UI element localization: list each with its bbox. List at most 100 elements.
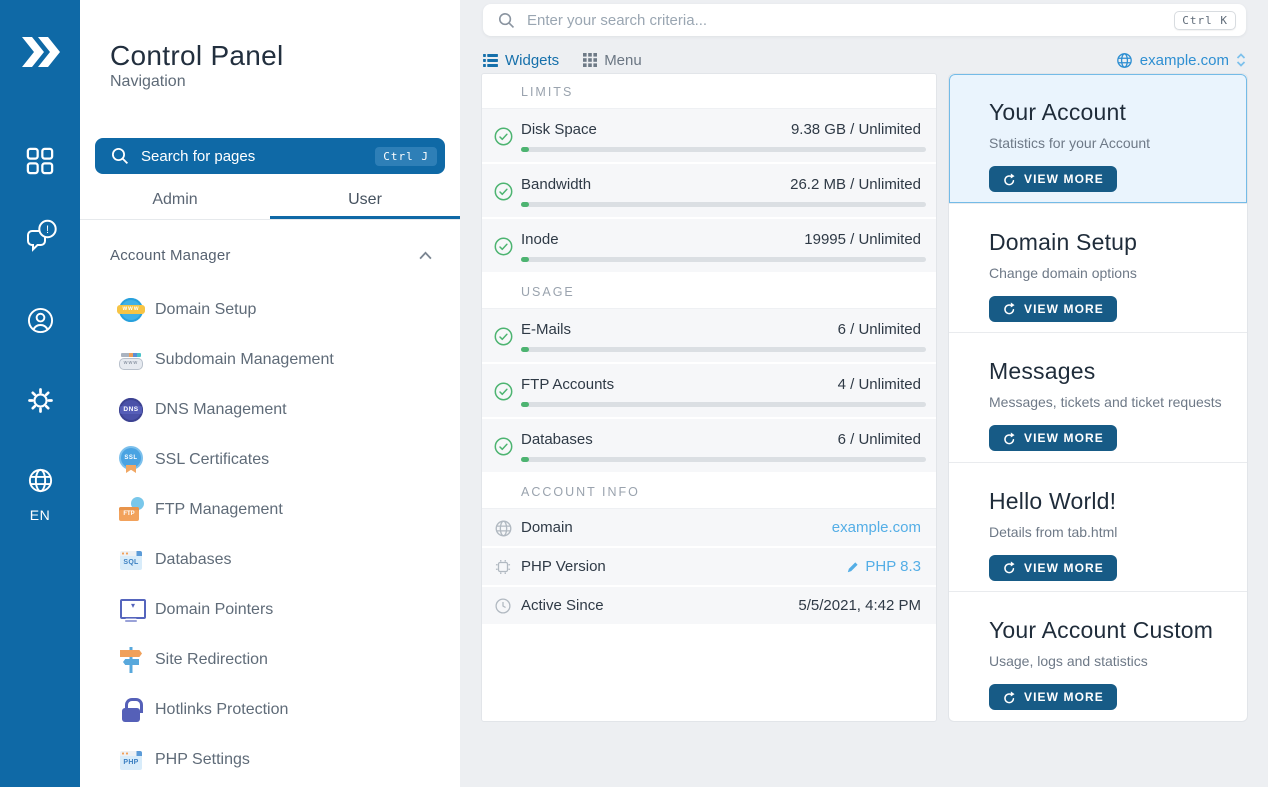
main-search-bar: Ctrl K <box>483 4 1246 36</box>
nav-search-button[interactable]: Search for pages Ctrl J <box>95 138 445 174</box>
account-button[interactable] <box>0 306 80 334</box>
language-button[interactable] <box>0 466 80 494</box>
sort-updown-icon <box>1236 53 1246 67</box>
stat-row-databases: Databases 6 / Unlimited <box>482 419 936 474</box>
pencil-icon <box>848 561 859 572</box>
search-icon <box>498 12 515 28</box>
sql-window-icon <box>118 547 144 573</box>
navigation-sidebar: Control Panel Navigation Search for page… <box>80 0 460 787</box>
card-domain-setup: Domain Setup Change domain options VIEW … <box>949 202 1247 333</box>
account-manager-accordion[interactable]: Account Manager <box>95 240 445 270</box>
monitor-icon <box>118 597 146 623</box>
check-circle-icon <box>494 182 513 201</box>
globe-icon <box>28 468 52 492</box>
app-iconbar: ! EN <box>0 0 80 787</box>
clock-icon <box>495 598 511 614</box>
check-circle-icon <box>494 327 513 346</box>
message-alert-icon: ! <box>27 219 57 252</box>
view-more-button[interactable]: VIEW MORE <box>989 166 1117 192</box>
redo-arrow-icon <box>1004 173 1015 185</box>
nav-item-databases[interactable]: Databases <box>95 535 445 585</box>
app-logo[interactable] <box>0 30 80 74</box>
section-header-usage: USAGE <box>482 274 936 309</box>
card-your-account: Your Account Statistics for your Account… <box>949 74 1247 203</box>
card-your-account-custom: Your Account Custom Usage, logs and stat… <box>949 591 1247 721</box>
view-more-button[interactable]: VIEW MORE <box>989 295 1117 322</box>
tab-menu[interactable]: Menu <box>583 52 642 69</box>
grid-icon <box>26 147 54 175</box>
check-circle-icon <box>494 127 513 146</box>
nav-item-domain-setup[interactable]: Domain Setup <box>95 285 445 335</box>
redo-arrow-icon <box>1004 691 1015 704</box>
widget-cards-panel: Your Account Statistics for your Account… <box>948 73 1248 722</box>
stats-panel: LIMITS Disk Space 9.38 GB / Unlimited Ba… <box>481 73 937 722</box>
tab-widgets[interactable]: Widgets <box>483 52 559 69</box>
language-label-wrap: EN <box>0 505 80 525</box>
view-more-button[interactable]: VIEW MORE <box>989 684 1117 711</box>
card-messages: Messages Messages, tickets and ticket re… <box>949 332 1247 462</box>
stat-row-inode: Inode 19995 / Unlimited <box>482 219 936 274</box>
language-label: EN <box>29 507 51 523</box>
user-circle-icon <box>27 307 53 333</box>
nav-search-placeholder: Search for pages <box>141 147 256 165</box>
php-version-edit-link[interactable]: PHP 8.3 <box>847 558 921 575</box>
nav-tabbar: Admin User <box>80 184 460 220</box>
nav-item-dns-management[interactable]: DNS Management <box>95 385 445 435</box>
nav-item-domain-pointers[interactable]: Domain Pointers <box>95 585 445 635</box>
main-search-input[interactable] <box>527 11 1175 29</box>
search-icon <box>112 148 129 165</box>
globe-www-icon <box>117 297 145 323</box>
stat-row-disk-space: Disk Space 9.38 GB / Unlimited <box>482 109 936 164</box>
info-row-php-version: PHP Version PHP 8.3 <box>482 548 936 587</box>
page-subtitle: Navigation <box>110 73 186 90</box>
stat-row-ftp-accounts: FTP Accounts 4 / Unlimited <box>482 364 936 419</box>
chip-icon <box>495 559 511 575</box>
check-circle-icon <box>494 237 513 256</box>
nav-item-site-redirection[interactable]: Site Redirection <box>95 635 445 685</box>
accordion-label: Account Manager <box>110 246 231 264</box>
subdomain-icon <box>118 347 144 373</box>
tab-user[interactable]: User <box>270 184 460 219</box>
nav-item-ssl-certificates[interactable]: SSL Certificates <box>95 435 445 485</box>
settings-button[interactable] <box>0 386 80 414</box>
redo-arrow-icon <box>1004 302 1015 315</box>
double-chevron-logo-icon <box>22 37 60 67</box>
progress-bar <box>521 202 926 207</box>
stat-row-emails: E-Mails 6 / Unlimited <box>482 309 936 364</box>
chevron-up-icon <box>419 250 432 259</box>
progress-bar <box>521 347 926 352</box>
info-row-active-since: Active Since 5/5/2021, 4:42 PM <box>482 587 936 626</box>
page-title: Control Panel <box>110 40 284 71</box>
tab-admin[interactable]: Admin <box>152 191 198 208</box>
padlock-icon <box>118 697 144 723</box>
info-row-domain: Domain example.com <box>482 509 936 548</box>
redo-arrow-icon <box>1004 561 1015 574</box>
redo-arrow-icon <box>1004 432 1015 444</box>
view-more-button[interactable]: VIEW MORE <box>989 554 1117 581</box>
notifications-button[interactable]: ! <box>0 218 80 256</box>
check-circle-icon <box>494 382 513 401</box>
progress-bar <box>521 257 926 262</box>
view-more-button[interactable]: VIEW MORE <box>989 425 1117 452</box>
progress-bar <box>521 147 926 152</box>
nav-item-ftp-management[interactable]: FTP Management <box>95 485 445 535</box>
main-search-shortcut: Ctrl K <box>1174 10 1236 30</box>
check-circle-icon <box>494 437 513 456</box>
domain-selector[interactable]: example.com <box>1116 49 1246 71</box>
progress-bar <box>521 457 926 462</box>
nav-item-php-settings[interactable]: PHP Settings <box>95 735 445 785</box>
gear-icon <box>27 387 53 413</box>
stat-row-bandwidth: Bandwidth 26.2 MB / Unlimited <box>482 164 936 219</box>
nav-search-shortcut: Ctrl J <box>375 146 437 166</box>
nav-item-hotlinks-protection[interactable]: Hotlinks Protection <box>95 685 445 735</box>
progress-bar <box>521 402 926 407</box>
card-hello-world: Hello World! Details from tab.html VIEW … <box>949 461 1247 592</box>
signpost-icon <box>118 647 144 673</box>
domain-link[interactable]: example.com <box>831 519 921 536</box>
view-tabbar: Widgets Menu <box>483 49 642 71</box>
selected-domain: example.com <box>1139 51 1229 69</box>
apps-grid-button[interactable] <box>0 146 80 176</box>
grid-dots-icon <box>583 53 598 67</box>
ssl-badge-icon <box>118 447 144 473</box>
nav-item-subdomain-management[interactable]: Subdomain Management <box>95 335 445 385</box>
